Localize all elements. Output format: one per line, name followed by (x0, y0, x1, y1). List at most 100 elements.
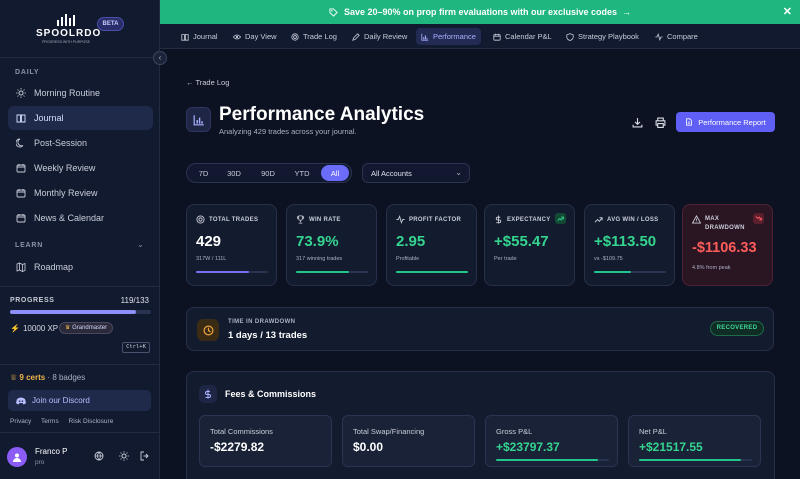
link-risk-disclosure[interactable]: Risk Disclosure (68, 418, 114, 425)
sidebar-item-monthly-review[interactable]: Monthly Review (8, 181, 153, 205)
link-privacy[interactable]: Privacy (10, 418, 32, 425)
dollar-icon (199, 385, 217, 403)
page-subtitle: Analyzing 429 trades across your journal… (219, 127, 357, 136)
sun-icon (16, 88, 26, 98)
card-label-text: WIN RATE (309, 216, 341, 223)
tab-performance[interactable]: Performance (416, 28, 481, 45)
card-value: 429 (196, 233, 222, 250)
download-icon[interactable] (632, 117, 643, 128)
range-7d[interactable]: 7D (198, 168, 209, 178)
user-panel: Franco P pro (0, 432, 160, 479)
fee-value: $0.00 (353, 440, 384, 454)
link-terms[interactable]: Terms (41, 418, 59, 425)
stat-card-avg-win-loss: AVG WIN / LOSS +$113.50 vs -$109.75 (584, 204, 675, 286)
command-shortcut[interactable]: Ctrl+K (122, 342, 150, 353)
back-label: Trade Log (195, 78, 230, 87)
tab-journal[interactable]: Journal (176, 28, 223, 45)
brand-logo[interactable]: SPOOLRDO PROGRESS WITH PURPOSE (36, 8, 100, 48)
card-bar-fill (196, 271, 250, 273)
performance-report-button[interactable]: Performance Report (676, 112, 775, 132)
account-select[interactable]: All Accounts ⌄ (362, 163, 470, 183)
close-banner-button[interactable]: ✕ (783, 6, 792, 18)
fee-label: Gross P&L (496, 427, 533, 436)
stat-card-win-rate: WIN RATE 73.9% 317 winning trades (286, 204, 377, 286)
fee-bar-fill (639, 459, 741, 461)
trending-up-icon (557, 216, 564, 221)
divider (0, 364, 160, 365)
fee-label: Total Commissions (210, 427, 273, 436)
sun-icon[interactable] (119, 451, 129, 461)
card-label: MAX DRAWDOWN (692, 215, 744, 233)
user-name: Franco P (35, 447, 68, 456)
target-icon (291, 32, 299, 41)
tab-label: Daily Review (364, 32, 408, 41)
sidebar-item-morning-routine[interactable]: Morning Routine (8, 81, 153, 105)
card-subtext: Per trade (494, 256, 517, 262)
tab-day-view[interactable]: Day View (228, 28, 282, 45)
calendar-icon (493, 33, 501, 41)
bar-chart-icon (421, 33, 429, 41)
rank-label: Grandmaster (72, 325, 108, 331)
logout-icon[interactable] (140, 451, 150, 461)
globe-icon[interactable] (94, 451, 104, 461)
card-bar-fill (594, 271, 631, 273)
target-icon (196, 215, 205, 224)
drawdown-value: 1 days / 13 trades (228, 330, 308, 341)
page-icon (186, 107, 211, 132)
card-bar (196, 271, 268, 273)
sidebar-item-weekly-review[interactable]: Weekly Review (8, 156, 153, 180)
tab-calendar-pnl[interactable]: Calendar P&L (488, 28, 557, 45)
chevron-down-icon[interactable]: ⌄ (137, 240, 144, 249)
tab-daily-review[interactable]: Daily Review (347, 28, 412, 45)
sidebar-item-post-session[interactable]: Post-Session (8, 131, 153, 155)
sidebar-item-label: Weekly Review (34, 163, 96, 173)
card-label-text: PROFIT FACTOR (409, 216, 462, 223)
discord-button[interactable]: Join our Discord (8, 390, 151, 411)
tab-strategy-playbook[interactable]: Strategy Playbook (561, 28, 644, 45)
sidebar-item-label: Monthly Review (34, 188, 98, 198)
sidebar-item-news-calendar[interactable]: News & Calendar (8, 206, 153, 230)
stat-card-total-trades: TOTAL TRADES 429 317W / 111L (186, 204, 277, 286)
footer-links: Privacy Terms Risk Disclosure (10, 418, 121, 425)
card-subtext: Profitable (396, 256, 420, 262)
range-30d[interactable]: 30D (227, 168, 241, 178)
warning-icon (692, 215, 701, 224)
bar-chart-icon (193, 114, 204, 125)
fee-card-total-commissions: Total Commissions -$2279.82 (199, 415, 332, 467)
tab-label: Compare (667, 32, 698, 41)
page-title: Performance Analytics (219, 104, 425, 125)
tab-label: Journal (193, 32, 218, 41)
tab-label: Performance (433, 32, 476, 41)
certs-count: 9 certs (19, 373, 46, 382)
user-role: pro (35, 459, 45, 466)
map-icon (16, 262, 26, 272)
promo-banner[interactable]: Save 20–90% on prop firm evaluations wit… (160, 0, 800, 24)
card-label: AVG WIN / LOSS (594, 215, 658, 224)
calendar-icon (16, 164, 26, 173)
card-subtext: 317W / 111L (196, 256, 227, 262)
chevron-left-icon: ‹ (158, 53, 162, 62)
range-90d[interactable]: 90D (261, 168, 275, 178)
sidebar-item-roadmap[interactable]: Roadmap (8, 255, 153, 279)
range-all[interactable]: All (321, 165, 349, 181)
tag-icon (329, 7, 338, 17)
print-icon[interactable] (655, 117, 666, 128)
tab-label: Calendar P&L (505, 32, 552, 41)
avatar[interactable] (7, 447, 27, 467)
back-link[interactable]: ← Trade Log (186, 78, 229, 87)
moon-icon (16, 138, 24, 148)
brand-header: SPOOLRDO PROGRESS WITH PURPOSE BETA (0, 0, 160, 58)
arrow-right-icon: → (622, 7, 632, 17)
tab-compare[interactable]: Compare (650, 28, 703, 45)
card-subtext: vs -$109.75 (594, 256, 623, 262)
card-bar (396, 271, 468, 273)
certs-summary[interactable]: ♕ 9 certs · 8 badges (10, 373, 85, 382)
tab-trade-log[interactable]: Trade Log (286, 28, 342, 45)
fee-value: -$2279.82 (210, 440, 265, 454)
card-subtext: 317 winning trades (296, 256, 343, 262)
crown-icon: ♛ (65, 325, 71, 331)
sidebar-item-journal[interactable]: Journal (8, 106, 153, 130)
collapse-sidebar-button[interactable]: ‹ (153, 51, 167, 65)
range-ytd[interactable]: YTD (294, 168, 310, 178)
trend-up-badge (555, 213, 566, 224)
